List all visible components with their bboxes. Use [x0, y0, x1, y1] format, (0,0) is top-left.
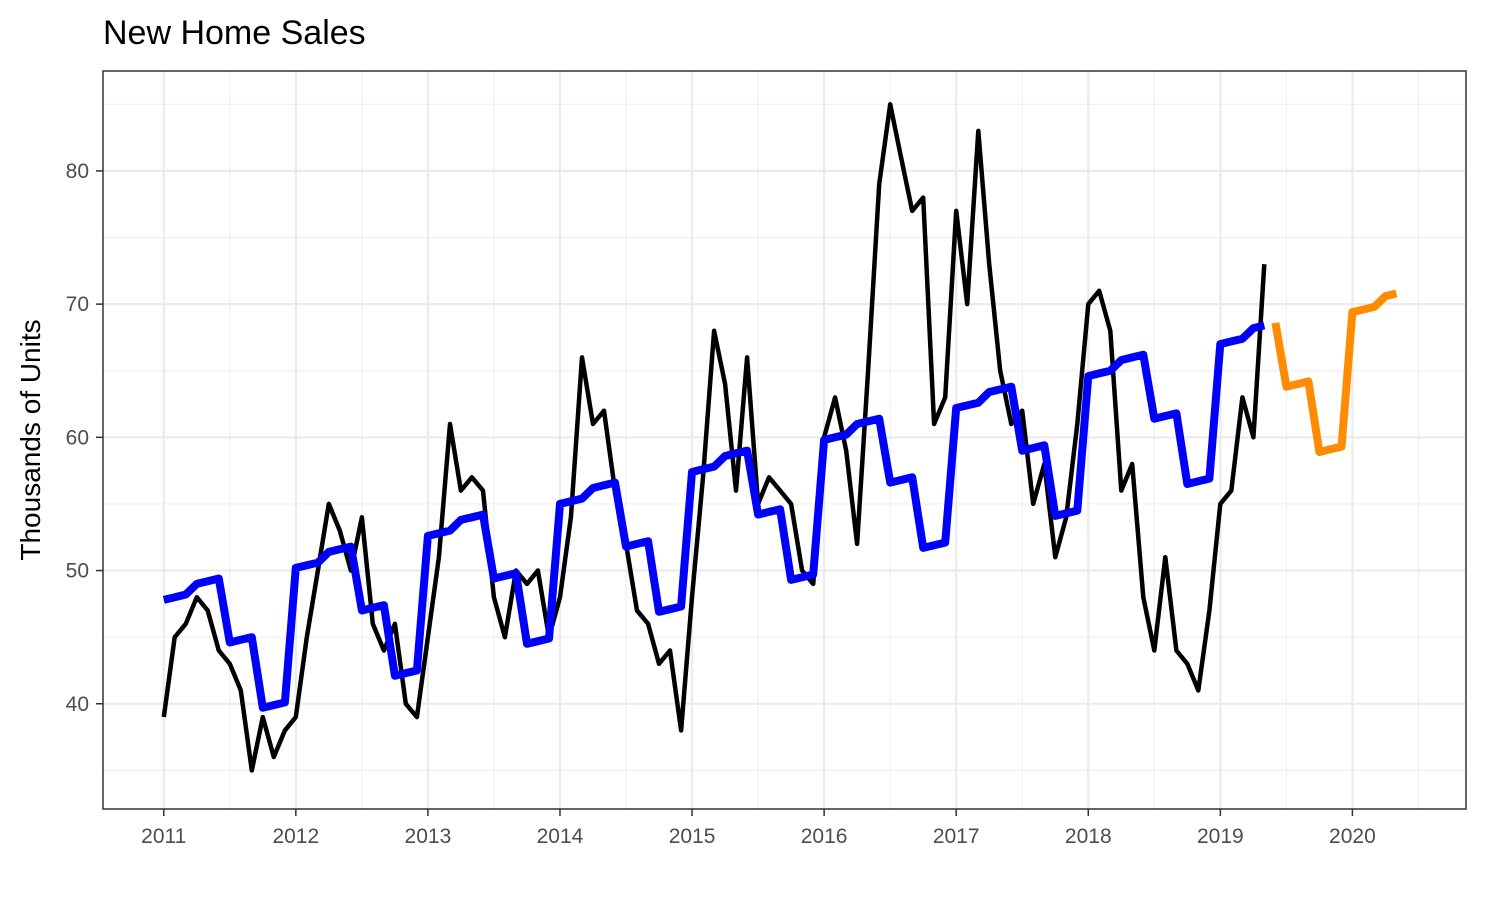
x-tick-label: 2016	[801, 825, 848, 848]
x-tick-label: 2015	[669, 825, 716, 848]
panel-background	[103, 71, 1466, 809]
y-tick-label: 80	[66, 160, 89, 183]
y-tick-label: 40	[66, 693, 89, 716]
chart-title: New Home Sales	[103, 14, 366, 52]
panel-border	[102, 70, 1467, 810]
x-tick-label: 2013	[405, 825, 452, 848]
y-tick-label: 50	[66, 560, 89, 583]
x-tick-label: 2018	[1065, 825, 1112, 848]
y-tick-label: 60	[66, 426, 89, 449]
x-tick-label: 2020	[1329, 825, 1376, 848]
axes-layer: 2011 2012 2013 2014 2015 2016 2017 2018 2019 2020…	[66, 70, 1467, 848]
x-tick-label: 2014	[537, 825, 584, 848]
plot-panel	[103, 71, 1466, 809]
x-tick-label: 2017	[933, 825, 980, 848]
x-tick-label: 2019	[1197, 825, 1244, 848]
series-line-2	[162, 321, 1266, 712]
y-axis-title: Thousands of Units	[15, 319, 46, 560]
series-line-3	[1271, 289, 1398, 456]
series-layer	[161, 102, 1398, 773]
series-line-1	[161, 102, 1267, 773]
x-tick-label: 2012	[272, 825, 319, 848]
y-tick-label: 70	[66, 293, 89, 316]
x-tick-label: 2011	[141, 825, 186, 848]
